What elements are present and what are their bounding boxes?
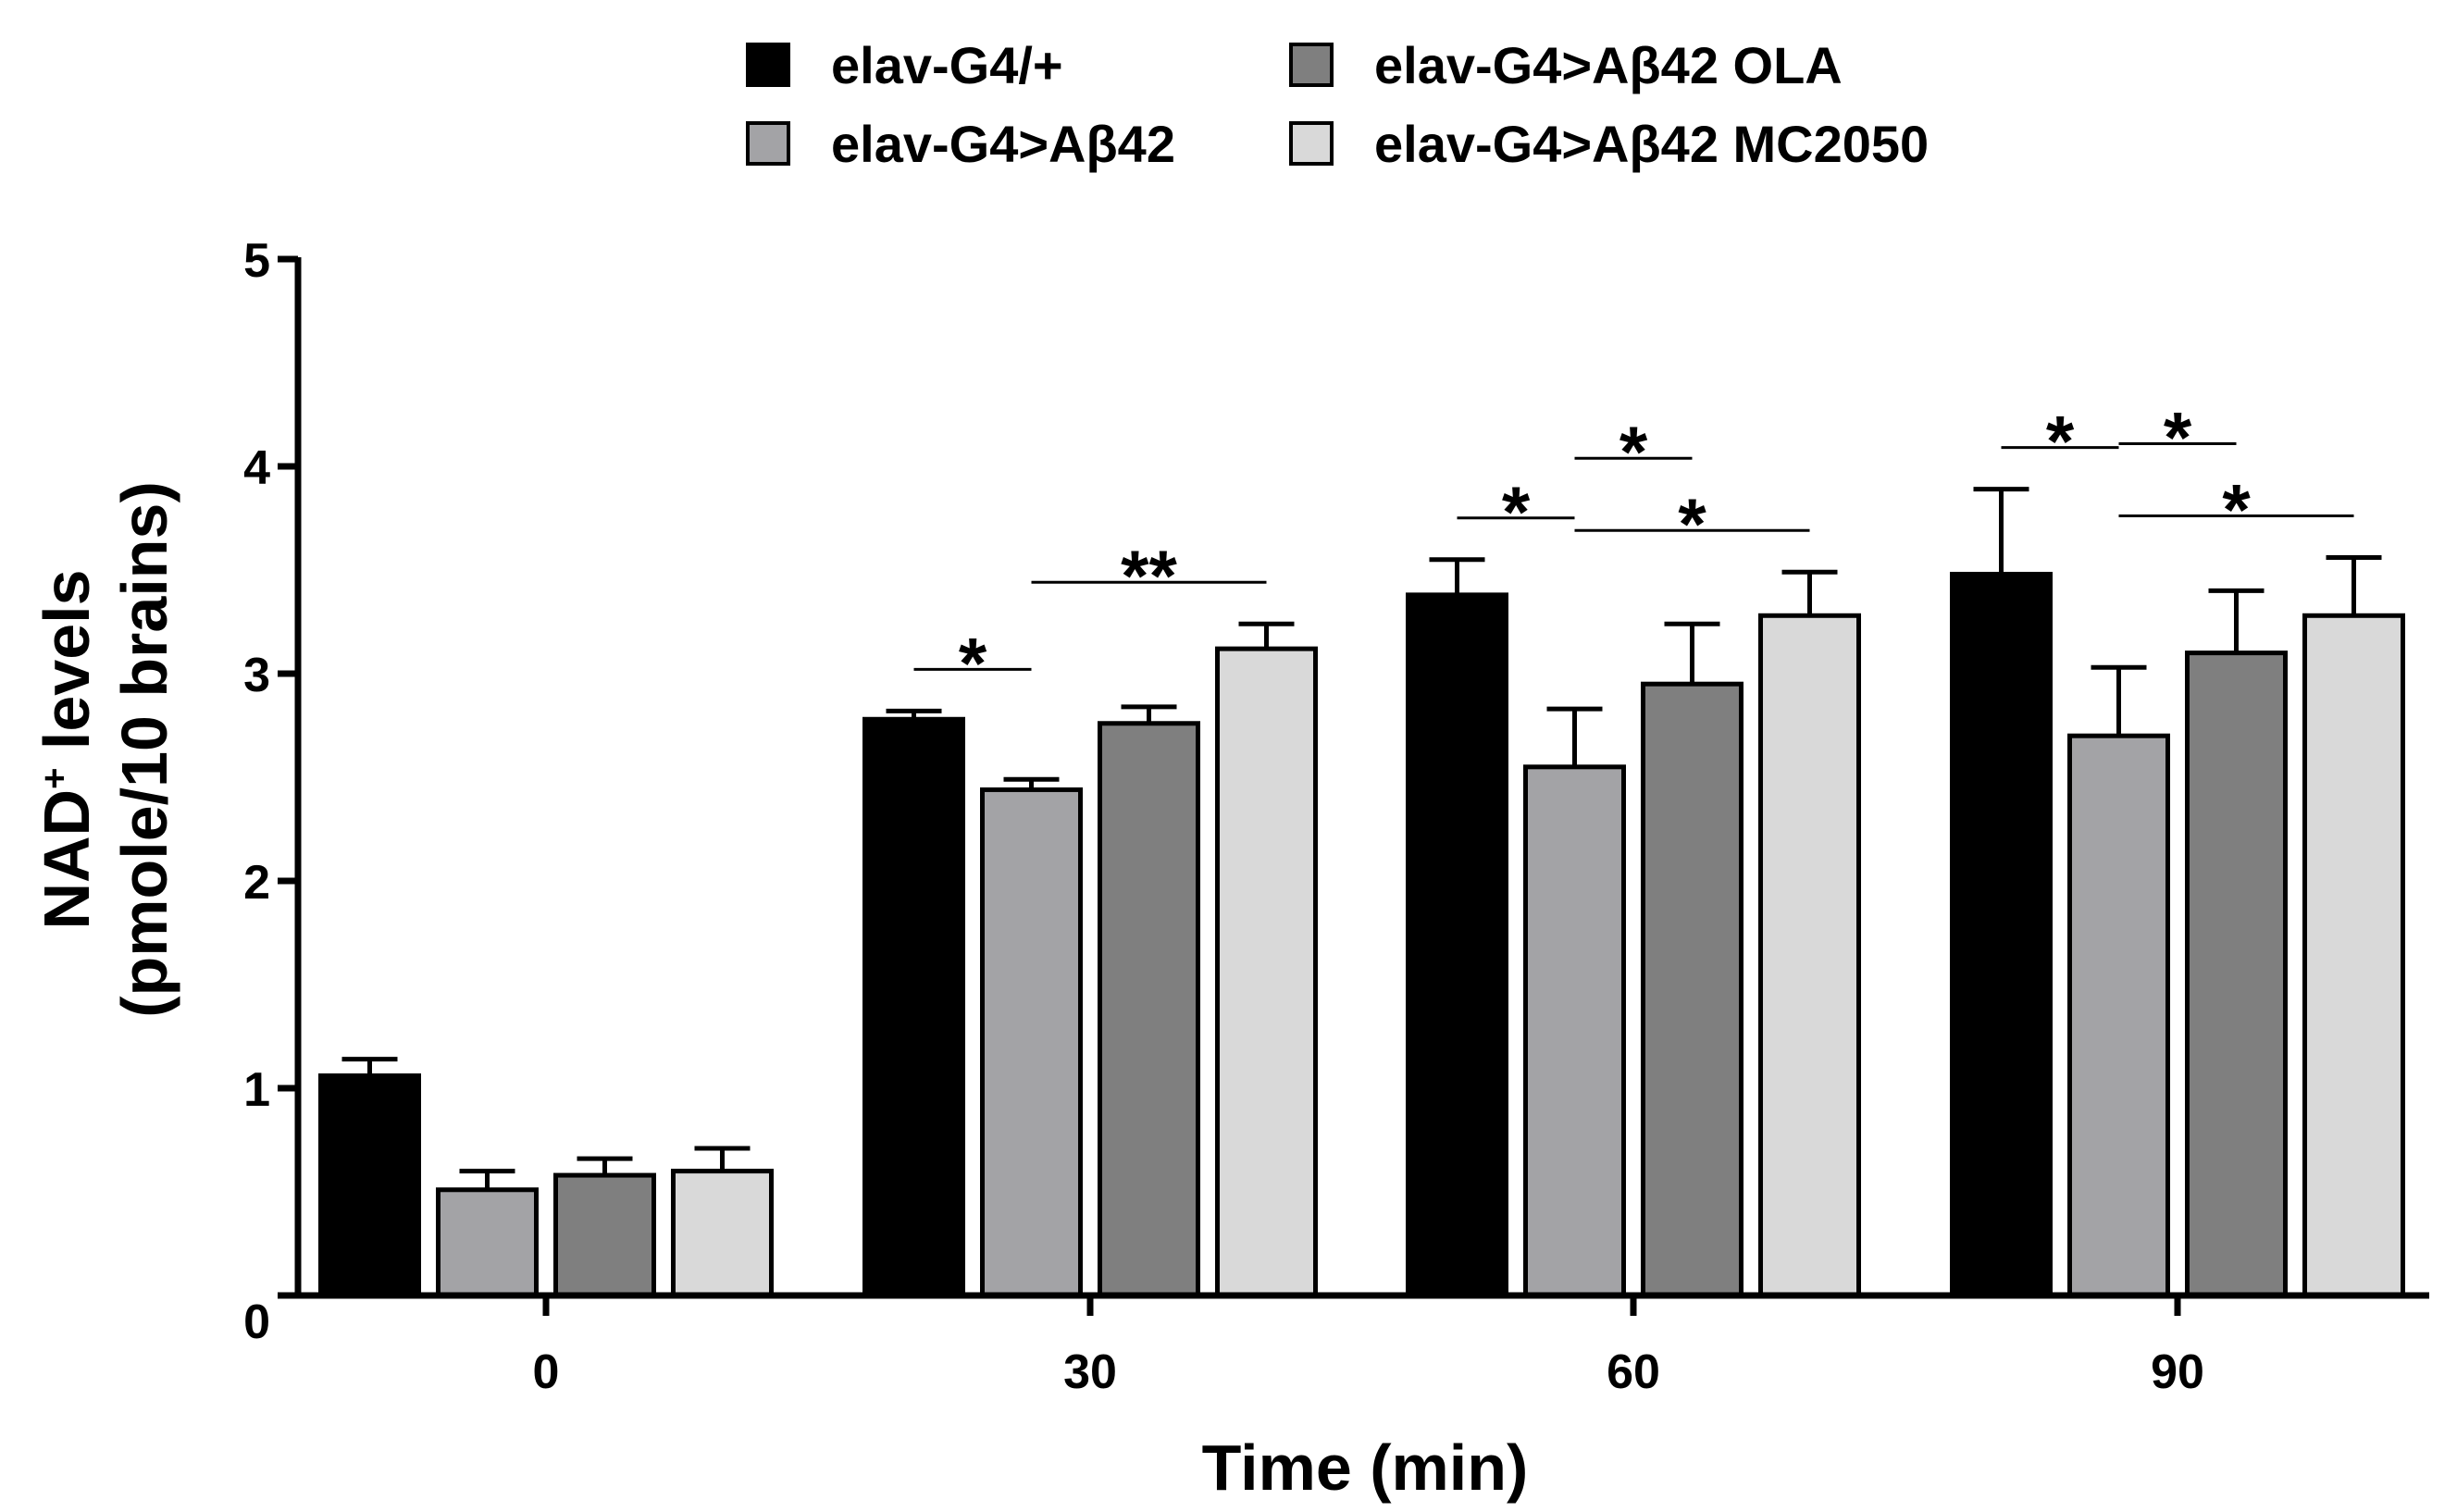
y-tick-label: 1: [243, 1063, 270, 1117]
legend-swatch: [1289, 43, 1334, 87]
legend-label: elav-G4>Aβ42 OLA: [1374, 36, 1843, 94]
bar: [671, 1169, 774, 1298]
legend-item: elav-G4/+: [746, 36, 1063, 94]
axes-layer: 0 1 2 3 4 5 0 30 60 90: [243, 234, 2429, 1399]
significance-label: *: [2222, 469, 2251, 551]
bar: [2067, 733, 2170, 1298]
y-tick-label: 3: [243, 649, 270, 702]
y-axis-title-base: NAD: [31, 789, 103, 930]
bar: [1950, 571, 2053, 1298]
significance-layer: **** ** ***: [913, 397, 2354, 703]
bar: [318, 1073, 421, 1298]
significance-label: **: [1121, 535, 1177, 616]
legend: elav-G4/+ elav-G4>Aβ42 elav-G4>Aβ42 OLA ela…: [746, 36, 1929, 173]
legend-item: elav-G4>Aβ42 MC2050: [1289, 115, 1929, 173]
legend-label: elav-G4>Aβ42 MC2050: [1374, 115, 1929, 173]
x-tick-label: 90: [2151, 1345, 2204, 1399]
bar: [1098, 721, 1200, 1298]
legend-label: elav-G4/+: [831, 36, 1063, 94]
significance-label: *: [1502, 471, 1531, 552]
error-bars-layer: [341, 487, 2382, 1190]
bar: [980, 787, 1083, 1298]
bar: [1758, 613, 1861, 1298]
bar: [2302, 613, 2405, 1298]
bar: [2185, 651, 2288, 1298]
x-tick-label: 0: [533, 1345, 560, 1399]
legend-swatch: [1289, 121, 1334, 166]
y-axis-title-line2: (pmole/10 brains): [108, 481, 180, 1018]
bar: [436, 1187, 539, 1298]
y-tick-label: 4: [243, 441, 270, 495]
significance-label: *: [1678, 483, 1706, 564]
y-axis-title-rest: levels: [31, 569, 103, 767]
significance-label: *: [959, 622, 987, 703]
legend-label: elav-G4>Aβ42: [831, 115, 1175, 173]
x-tick-label: 60: [1607, 1345, 1660, 1399]
y-axis-title-sup: +: [34, 768, 75, 789]
y-axis-title-line1: NAD+ levels: [31, 569, 103, 929]
x-tick-label: 30: [1063, 1345, 1117, 1399]
y-tick-label: 0: [243, 1295, 270, 1349]
x-axis-title: Time (min): [1202, 1431, 1529, 1504]
legend-item: elav-G4>Aβ42 OLA: [1289, 36, 1843, 94]
legend-item: elav-G4>Aβ42: [746, 115, 1175, 173]
bar: [1641, 681, 1743, 1298]
significance-label: *: [1619, 411, 1648, 492]
significance-label: *: [2046, 401, 2075, 482]
y-tick-label: 5: [243, 234, 270, 288]
bar: [1523, 764, 1626, 1298]
bar: [1406, 592, 1508, 1298]
bar: [1215, 646, 1318, 1298]
bars-layer: [318, 571, 2405, 1298]
bar: [862, 716, 965, 1298]
legend-swatch: [746, 43, 790, 87]
legend-swatch: [746, 121, 790, 166]
y-axis-title: NAD+ levels (pmole/10 brains): [31, 481, 180, 1018]
bar: [553, 1172, 656, 1298]
y-tick-label: 2: [243, 856, 270, 910]
significance-label: *: [2164, 397, 2192, 478]
